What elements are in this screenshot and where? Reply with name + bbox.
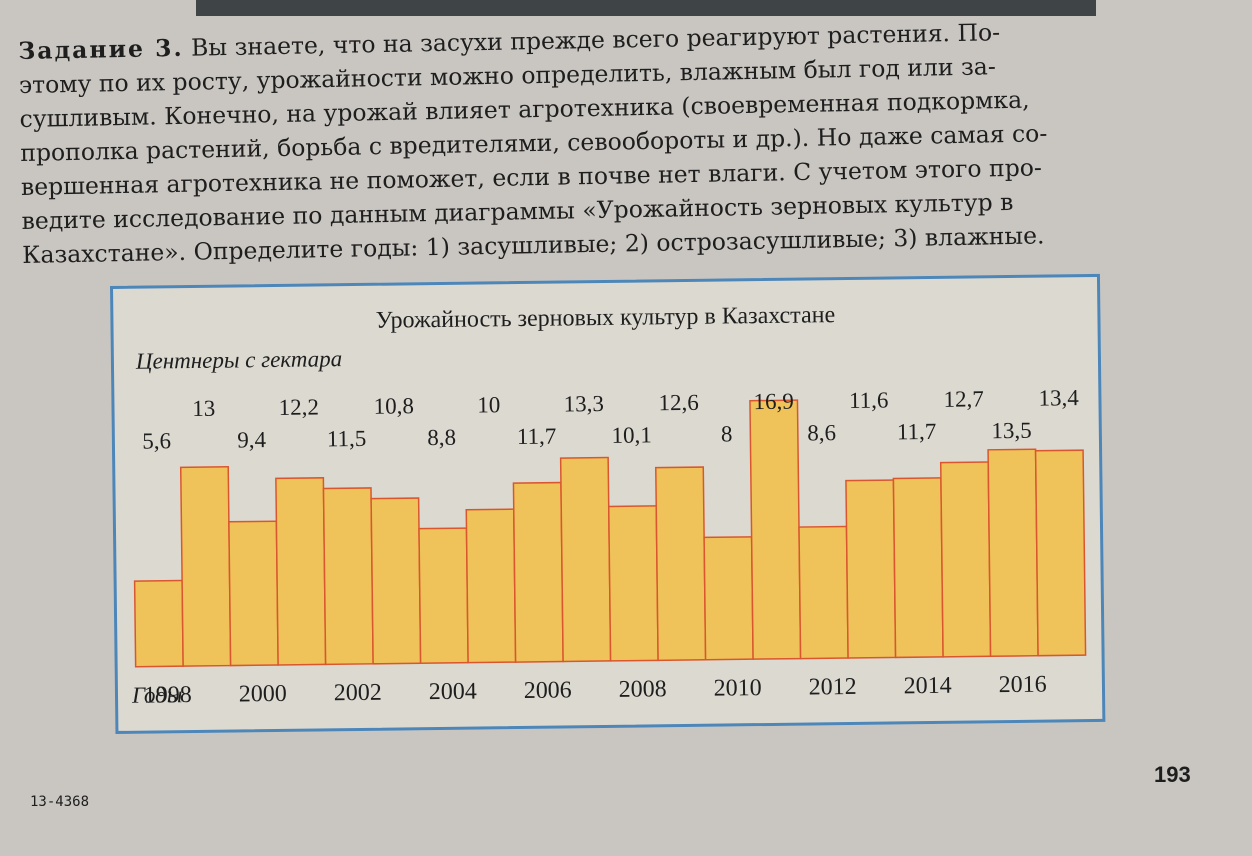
data-label-2006: 11,7 [517, 424, 557, 449]
x-tick-2012: 2012 [809, 674, 857, 701]
bar-2017 [1034, 449, 1087, 657]
x-tick-2014: 2014 [904, 673, 952, 700]
data-label-2008: 10,1 [611, 422, 652, 447]
bar-2011 [749, 399, 802, 660]
print-code: 13-4368 [30, 794, 90, 810]
data-label-2002: 11,5 [327, 426, 367, 451]
data-label-2011: 16,9 [753, 389, 794, 414]
task-text: Задание 3. Вы знаете, что на засухи преж… [18, 12, 1182, 272]
bar-1999 [179, 465, 232, 667]
data-label-1998: 5,6 [142, 428, 171, 453]
task-label: Задание 3. [18, 33, 184, 65]
x-tick-2002: 2002 [334, 680, 382, 707]
x-tick-2010: 2010 [714, 675, 762, 702]
x-tick-2006: 2006 [524, 677, 572, 704]
bar-2007 [559, 456, 612, 663]
data-label-2007: 13,3 [563, 391, 604, 416]
bar-1998 [133, 579, 184, 668]
bar-2004 [418, 527, 469, 664]
bar-2002 [322, 487, 374, 666]
data-label-2001: 12,2 [278, 394, 319, 419]
page-number: 193 [1154, 762, 1191, 787]
x-tick-2000: 2000 [239, 681, 287, 708]
data-label-2013: 11,6 [849, 387, 889, 412]
data-label-2014: 11,7 [897, 419, 937, 444]
x-tick-2004: 2004 [429, 679, 477, 706]
data-label-2016: 13,5 [991, 418, 1032, 443]
bar-2010 [703, 536, 754, 661]
bar-2016 [987, 448, 1039, 658]
photo-strip [196, 0, 1096, 16]
data-label-1999: 13 [192, 396, 215, 421]
bar-2006 [512, 481, 564, 663]
data-label-2012: 8,6 [807, 420, 836, 445]
chart-frame: 5,6 1998 13 9,4 2000 12,2 11,5 2002 10,8 8,8 2004 1… [110, 273, 1106, 734]
bar-2005 [465, 508, 517, 664]
chart-svg: 5,6 1998 13 9,4 2000 12,2 11,5 2002 10,8 8,8 2004 1… [133, 385, 1087, 709]
data-label-2009: 12,6 [658, 390, 699, 415]
bar-2001 [275, 477, 327, 666]
data-label-2015: 12,7 [943, 386, 984, 411]
x-tick-1998: 1998 [144, 682, 192, 709]
data-label-2005: 10 [477, 392, 500, 417]
data-label-2004: 8,8 [427, 425, 456, 450]
bar-2000 [228, 520, 279, 667]
bar-2015 [939, 461, 992, 658]
bar-2008 [607, 505, 659, 662]
x-tick-2016: 2016 [999, 672, 1047, 699]
bar-2014 [892, 477, 944, 659]
bar-2012 [798, 525, 849, 660]
y-axis-label: Центнеры с гектара [135, 346, 343, 374]
data-label-2000: 9,4 [237, 427, 267, 452]
data-label-2017: 13,4 [1038, 385, 1079, 410]
x-axis-label: Годы [131, 682, 183, 708]
bar-2009 [655, 466, 707, 662]
data-label-2010: 8 [721, 421, 733, 446]
bar-2013 [845, 479, 897, 659]
bar-2003 [370, 497, 422, 665]
x-tick-2008: 2008 [619, 676, 667, 703]
data-label-2003: 10,8 [373, 393, 414, 418]
